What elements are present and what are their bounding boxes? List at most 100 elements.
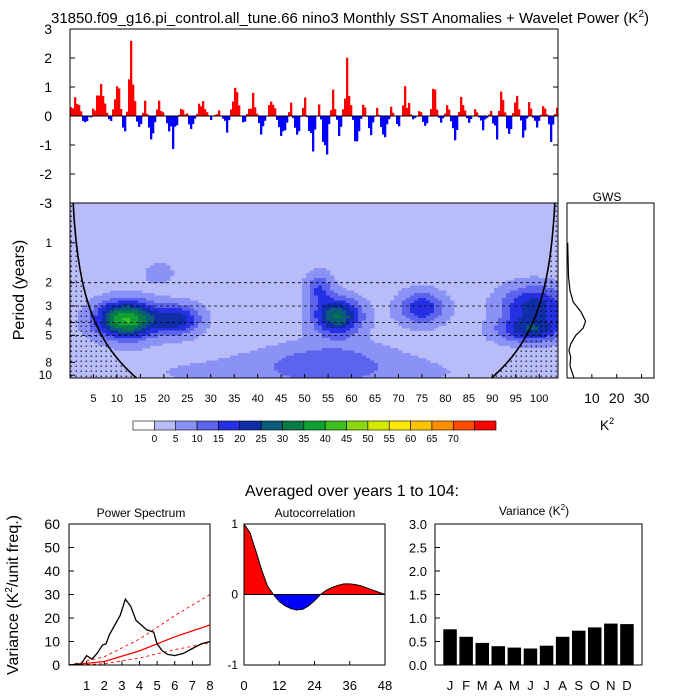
wavelet-power-cell <box>282 350 287 354</box>
wavelet-power-cell <box>418 300 423 304</box>
wavelet-power-cell <box>442 290 447 294</box>
wavelet-power-cell <box>350 340 355 344</box>
wavelet-power-cell <box>110 305 115 309</box>
wavelet-power-cell <box>338 358 343 361</box>
wavelet-power-cell <box>126 315 131 319</box>
wavelet-power-cell <box>506 343 511 346</box>
wavelet-power-cell <box>446 315 451 319</box>
wavelet-power-cell <box>334 355 339 359</box>
wavelet-power-cell <box>434 288 439 291</box>
wavelet-power-cell <box>202 310 207 314</box>
sst-anomaly-bar <box>510 116 513 130</box>
wavelet-power-cell <box>310 315 315 319</box>
wavelet-power-cell <box>154 318 159 321</box>
wavelet-power-cell <box>138 325 143 329</box>
wavelet-power-cell <box>142 340 147 344</box>
wavelet-power-cell <box>330 303 335 306</box>
wavelet-power-cell <box>430 285 435 289</box>
wavelet-power-cell <box>418 295 423 299</box>
wavelet-power-cell <box>346 310 351 314</box>
wavelet-power-cell <box>410 360 415 364</box>
sst-anomaly-bar <box>134 101 137 116</box>
gws-x-tick-label: 30 <box>634 390 650 406</box>
wavelet-power-cell <box>518 280 523 284</box>
wavelet-power-cell <box>314 308 319 311</box>
wavelet-power-cell <box>498 338 503 341</box>
wavelet-power-cell <box>390 353 395 356</box>
wavelet-power-cell <box>350 313 355 316</box>
variance-bar <box>491 646 505 665</box>
wavelet-power-cell <box>166 310 171 314</box>
sst-anomaly-bar <box>550 116 553 142</box>
wavelet-power-cell <box>350 308 355 311</box>
wavelet-power-cell <box>238 370 243 374</box>
wavelet-power-cell <box>538 295 543 299</box>
wavelet-power-cell <box>150 343 155 346</box>
wavelet-power-cell <box>390 355 395 359</box>
wavelet-power-cell <box>162 295 167 299</box>
wavelet-power-cell <box>330 313 335 316</box>
wavelet-power-cell <box>282 373 287 376</box>
wavelet-power-cell <box>142 335 147 339</box>
wavelet-power-cell <box>346 320 351 324</box>
wavelet-power-cell <box>330 358 335 361</box>
wavelet-power-cell <box>114 328 119 331</box>
wavelet-power-cell <box>282 360 287 364</box>
wavelet-power-cell <box>430 328 435 331</box>
wavelet-power-cell <box>258 355 263 359</box>
wavelet-power-cell <box>522 333 527 336</box>
wavelet-power-cell <box>330 365 335 369</box>
wavelet-power-cell <box>502 343 507 346</box>
wavelet-power-cell <box>158 270 163 274</box>
wavelet-power-cell <box>522 335 527 339</box>
sst-anomaly-bar <box>192 116 195 125</box>
wavelet-power-cell <box>206 320 211 324</box>
wavelet-power-cell <box>186 313 191 316</box>
wavelet-power-cell <box>250 370 255 374</box>
wavelet-power-cell <box>398 370 403 374</box>
wavelet-power-cell <box>250 375 255 378</box>
power-spectrum-y-tick-label: 30 <box>44 587 60 603</box>
wavelet-power-cell <box>174 323 179 326</box>
wavelet-power-cell <box>498 343 503 346</box>
wavelet-power-cell <box>418 310 423 314</box>
wavelet-power-cell <box>510 303 515 306</box>
wavelet-power-cell <box>350 353 355 356</box>
wavelet-power-cell <box>410 368 415 371</box>
wavelet-power-cell <box>290 370 295 374</box>
wavelet-power-cell <box>342 298 347 301</box>
wavelet-power-cell <box>414 370 419 374</box>
wavelet-power-cell <box>326 368 331 371</box>
wavelet-power-cell <box>262 358 267 361</box>
wavelet-power-cell <box>382 373 387 376</box>
wavelet-power-cell <box>518 305 523 309</box>
wavelet-power-cell <box>494 318 499 321</box>
wavelet-power-cell <box>302 315 307 319</box>
wavelet-power-cell <box>510 315 515 319</box>
wavelet-power-cell <box>106 293 111 296</box>
wavelet-power-cell <box>338 290 343 294</box>
wavelet-power-cell <box>334 305 339 309</box>
wavelet-power-cell <box>346 295 351 299</box>
wavelet-power-cell <box>90 298 95 301</box>
sst-anomaly-bar <box>502 99 505 116</box>
wavelet-power-cell <box>170 298 175 301</box>
wavelet-power-cell <box>430 305 435 309</box>
wavelet-power-cell <box>106 330 111 334</box>
wavelet-power-cell <box>302 363 307 366</box>
wavelet-power-cell <box>170 328 175 331</box>
wavelet-power-cell <box>326 340 331 344</box>
wavelet-power-cell <box>334 333 339 336</box>
wavelet-power-cell <box>486 333 491 336</box>
wavelet-power-cell <box>450 308 455 311</box>
wavelet-power-cell <box>430 325 435 329</box>
wavelet-power-cell <box>530 280 535 284</box>
wavelet-power-cell <box>398 353 403 356</box>
wavelet-power-cell <box>498 335 503 339</box>
wavelet-power-cell <box>382 363 387 366</box>
wavelet-power-cell <box>358 313 363 316</box>
wavelet-power-cell <box>198 368 203 371</box>
gws-title: GWS <box>593 190 622 204</box>
wavelet-power-cell <box>482 333 487 336</box>
wavelet-power-cell <box>230 360 235 364</box>
